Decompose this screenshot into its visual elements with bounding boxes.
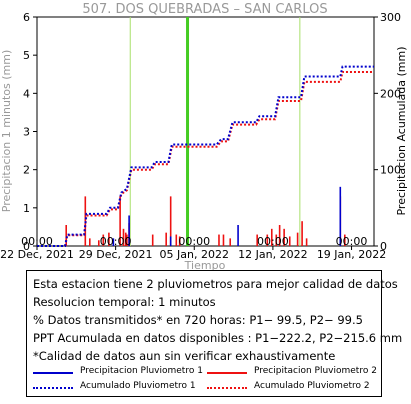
legend-p2-acum: Acumulado Pluviometro 2 (254, 381, 370, 391)
x-tick-date-2: 05 Jan, 2022 (160, 248, 229, 261)
chart-title: 507. DOS QUEBRADAS – SAN CARLOS (82, 2, 327, 17)
vertical-markers (129, 17, 301, 246)
y-left-tick-label-3: 3 (23, 126, 30, 139)
plot-frame (36, 16, 375, 247)
x-tick-time-3: 00:00 (257, 235, 289, 248)
x-tick-date-4: 19 Jan, 2022 (317, 248, 386, 261)
x-tick-time-2: 00:00 (178, 235, 210, 248)
acum-line-p2 (37, 71, 374, 247)
info-line-3: % Datos transmitidos* en 720 horas: P1− … (33, 313, 363, 327)
x-tick-date-1: 29 Dec, 2021 (79, 248, 153, 261)
y-left-tick-label-0: 0 (23, 240, 30, 253)
x-tick-time-4: 00:00 (336, 235, 368, 248)
x-axis-label: Tiempo (184, 259, 226, 270)
precip-bars (65, 186, 346, 246)
y-right-tick-label-1: 100 (380, 164, 401, 177)
y-left-tick-label-1: 1 (23, 202, 30, 215)
y-right-tick-label-3: 300 (380, 11, 401, 24)
info-box: Esta estacion tiene 2 pluviometros para … (26, 270, 402, 397)
legend-p2-acum-swatch (207, 387, 247, 389)
x-tick-time-0: 00:00 (21, 235, 53, 248)
info-line-4: PPT Acumulada en datos disponibles : P1−… (33, 331, 403, 345)
y-left-tick-label-4: 4 (23, 87, 30, 100)
cumulative-lines (37, 65, 374, 247)
y-left-tick-label-5: 5 (23, 49, 30, 62)
x-tick-date-3: 12 Jan, 2022 (238, 248, 307, 261)
y-left-label: Precipitacion 1 minutos (mm) (0, 50, 13, 212)
y-left-tick-label-6: 6 (23, 11, 30, 24)
legend-p1-precip: Precipitacion Pluviometro 1 (80, 366, 203, 376)
x-tick-time-1: 00:00 (100, 235, 132, 248)
legend-p2-precip-swatch (207, 372, 247, 374)
info-line-2: Resolucion temporal: 1 minutos (33, 295, 216, 309)
legend-p1-precip-swatch (33, 372, 73, 374)
info-line-1: Esta estacion tiene 2 pluviometros para … (33, 277, 398, 291)
info-line-5: *Calidad de datos aun sin verificar exha… (33, 349, 336, 363)
y-right-label: Precipitacion Acumulada (mm) (395, 46, 408, 215)
y-right-tick-label-2: 200 (380, 87, 401, 100)
acum-line-p1 (37, 65, 374, 247)
legend-p1-acum: Acumulado Pluviometro 1 (80, 381, 196, 391)
rain-chart: 507. DOS QUEBRADAS – SAN CARLOS 0 1 2 3 4 5 6 0… (0, 2, 408, 270)
y-right-tick-label-0: 0 (380, 240, 387, 253)
y-left-tick-label-2: 2 (23, 164, 30, 177)
x-tick-date-0: 22 Dec, 2021 (0, 248, 74, 261)
legend-p1-acum-swatch (33, 387, 73, 389)
legend-p2-precip: Precipitacion Pluviometro 2 (254, 366, 377, 376)
